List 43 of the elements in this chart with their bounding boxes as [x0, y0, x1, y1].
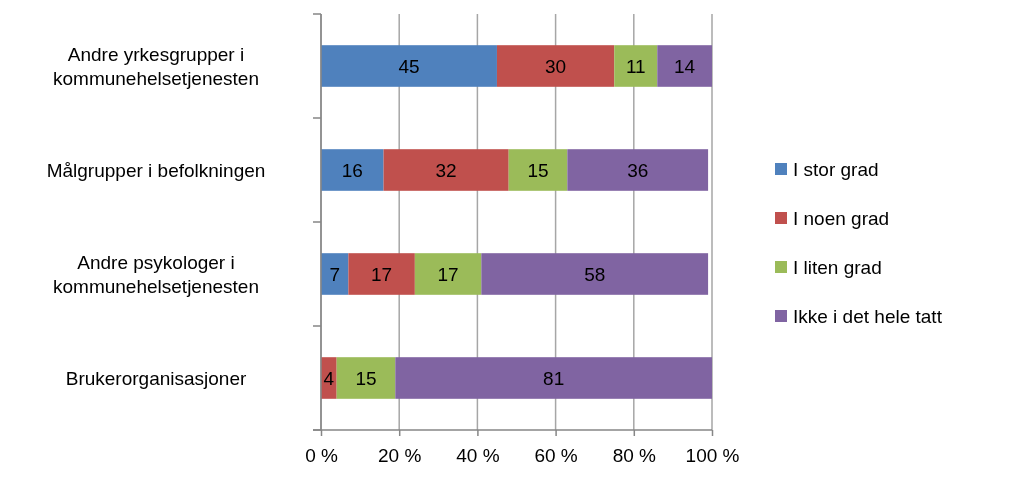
bar [321, 253, 349, 295]
data-label: 32 [435, 159, 457, 181]
legend-label: Ikke i det hele tatt [793, 305, 943, 327]
bar [414, 253, 482, 295]
bar [567, 149, 709, 191]
bar [508, 149, 568, 191]
legend-label: I stor grad [793, 158, 879, 180]
y-tick-label: Andre psykologer i kommunehelsetjenesten [53, 251, 259, 297]
x-tick-label: 0 % [305, 444, 338, 466]
bar [395, 357, 712, 399]
data-label: 81 [543, 367, 565, 389]
y-tick-label: Målgrupper i befolkningen [46, 159, 266, 181]
legend-label: I noen grad [793, 207, 890, 229]
data-label: 14 [674, 55, 696, 77]
x-tick-label: 20 % [378, 444, 422, 466]
data-label: 11 [625, 55, 646, 77]
data-label: 4 [323, 367, 335, 389]
x-tick-label: 80 % [612, 444, 657, 466]
data-label: 30 [545, 55, 567, 77]
data-label: 45 [398, 55, 420, 77]
data-label: 17 [437, 263, 459, 285]
data-label: 17 [371, 263, 393, 285]
data-label: 15 [355, 367, 377, 389]
bar [321, 45, 497, 87]
data-label: 15 [527, 159, 549, 181]
x-tick-label: 100 % [685, 444, 740, 466]
bar [657, 45, 712, 87]
bar [496, 45, 615, 87]
data-label: 16 [341, 159, 363, 181]
bar [348, 253, 415, 295]
bar [336, 357, 396, 399]
data-label: 36 [627, 159, 649, 181]
y-tick-label: Andre yrkesgrupper i kommunehelsetjenesten [53, 43, 259, 89]
data-label: 58 [584, 263, 606, 285]
data-label: 7 [329, 263, 340, 285]
legend-label: I liten grad [793, 256, 882, 278]
bar [383, 149, 509, 191]
x-tick-label: 60 % [534, 444, 578, 466]
x-tick-label: 40 % [456, 444, 500, 466]
bar [321, 149, 384, 191]
bar [481, 253, 709, 295]
y-tick-label: Brukerorganisasjoner [65, 367, 247, 389]
bar [614, 45, 658, 87]
